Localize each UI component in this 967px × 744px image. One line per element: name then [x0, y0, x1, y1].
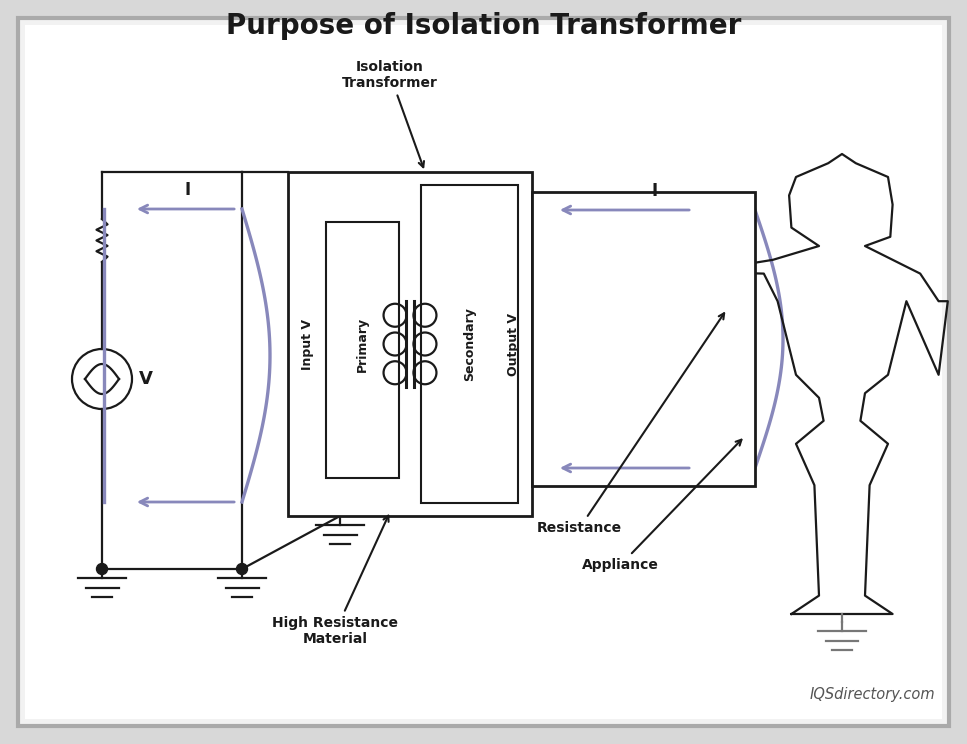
- Text: I: I: [652, 182, 658, 200]
- Text: Input V: Input V: [301, 318, 313, 370]
- Text: Appliance: Appliance: [582, 440, 742, 572]
- Bar: [288, 172, 532, 516]
- Text: Isolation
Transformer: Isolation Transformer: [342, 60, 438, 167]
- Text: High Resistance
Material: High Resistance Material: [273, 516, 398, 647]
- Text: Resistance: Resistance: [537, 313, 724, 535]
- Circle shape: [237, 563, 248, 574]
- Bar: [532, 192, 755, 486]
- Text: Output V: Output V: [508, 312, 520, 376]
- Text: Purpose of Isolation Transformer: Purpose of Isolation Transformer: [226, 12, 741, 40]
- Text: Primary: Primary: [356, 316, 369, 371]
- Bar: [421, 185, 518, 503]
- Text: I: I: [185, 181, 191, 199]
- Text: IQSdirectory.com: IQSdirectory.com: [809, 687, 935, 702]
- Circle shape: [97, 563, 107, 574]
- Text: Secondary: Secondary: [463, 307, 476, 381]
- Bar: [326, 222, 399, 478]
- Text: V: V: [139, 370, 153, 388]
